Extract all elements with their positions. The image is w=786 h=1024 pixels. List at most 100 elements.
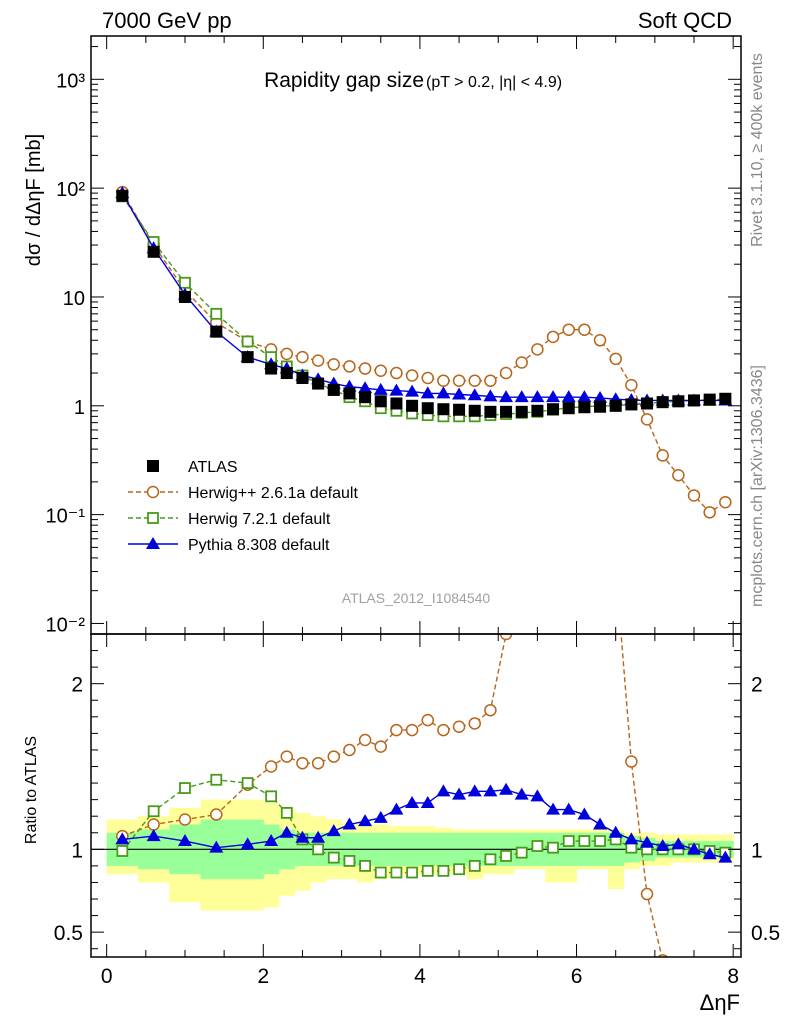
ratio-ytick-label: 0.5	[54, 922, 83, 945]
main-point	[327, 383, 340, 396]
ratio-point	[280, 806, 293, 819]
ratio-point	[311, 756, 325, 770]
ratio-point	[280, 750, 294, 763]
legend-marker	[146, 537, 160, 549]
ratio-point	[640, 887, 654, 901]
main-point	[374, 395, 387, 408]
ratio-point	[343, 855, 356, 867]
main-point	[515, 405, 528, 418]
ratio-point	[452, 720, 466, 734]
ratio-point	[327, 750, 341, 763]
ratio-point	[516, 546, 527, 557]
ratio-point	[530, 789, 545, 802]
main-point	[672, 395, 685, 408]
main-point	[688, 394, 701, 407]
ratio-point	[264, 834, 279, 847]
ratio-point	[608, 825, 623, 838]
ratio-point	[115, 832, 130, 845]
main-point	[483, 389, 498, 402]
ratio-point	[312, 843, 325, 856]
main-line	[121, 192, 726, 402]
main-ytick-label: 10⁻¹	[46, 506, 86, 528]
ratio-ytick-label: 1	[71, 839, 83, 862]
ratio-point	[437, 723, 450, 737]
ratio-point	[548, 314, 559, 325]
main-point	[515, 356, 528, 369]
ratio-point	[547, 841, 559, 854]
main-point	[703, 393, 716, 406]
ratio-point	[640, 835, 655, 848]
ratio-point	[147, 818, 160, 831]
main-ytick-label: 10³	[56, 70, 85, 92]
main-series-atlas	[116, 189, 732, 418]
ratio-point	[484, 853, 497, 866]
rivet-label: Rivet 3.1.10, ≥ 400k events	[749, 53, 766, 247]
axis-ticks: 10⁻² 10⁻¹ 1 10 10² 10³ 0 2 4 6 8 0.5 0.5 1 1 2 2	[46, 36, 780, 988]
ratio-point	[210, 773, 223, 786]
main-point	[436, 386, 451, 399]
ratio-point	[484, 703, 497, 717]
ratio-xtick-label: 6	[571, 965, 583, 988]
main-point	[373, 382, 388, 395]
main-point	[179, 276, 191, 289]
main-point	[484, 374, 497, 387]
ratio-point	[499, 782, 514, 795]
ratio-point	[499, 634, 513, 641]
ratio-point	[342, 817, 357, 830]
ratio-ylabel: Ratio to ATLAS	[23, 736, 40, 844]
ratio-point	[209, 840, 224, 853]
ratio-point	[146, 829, 161, 842]
ratio-xtick-label: 2	[257, 965, 269, 988]
main-point	[421, 402, 434, 415]
main-point	[280, 347, 294, 361]
ratio-point	[343, 743, 356, 757]
ratio-point	[673, 973, 684, 984]
ratio-ytick-label-right: 1	[751, 839, 763, 862]
legend-label: ATLAS	[188, 459, 238, 476]
main-ytick-label: 10⁻²	[46, 614, 86, 636]
main-point	[703, 506, 716, 519]
ratio-ytick-label-right: 2	[751, 674, 763, 697]
ratio-point	[178, 813, 192, 826]
main-point	[147, 245, 160, 258]
ratio-point	[593, 817, 608, 830]
ratio-point	[655, 839, 670, 852]
main-point	[500, 405, 513, 418]
ratio-frame	[90, 633, 742, 958]
ratio-point	[624, 832, 639, 845]
ratio-point	[279, 825, 294, 838]
main-point	[437, 403, 450, 416]
ratio-point	[373, 810, 388, 823]
main-point	[531, 404, 544, 417]
ratio-point	[359, 859, 371, 872]
main-ytick-label: 1	[74, 397, 85, 419]
ratio-point	[390, 723, 403, 737]
main-point	[593, 390, 608, 403]
main-point	[296, 350, 309, 364]
plot-frames	[90, 35, 742, 958]
ratio-point	[265, 790, 278, 803]
ratio-point	[467, 784, 482, 797]
ratio-point	[610, 562, 621, 573]
main-point	[389, 383, 404, 396]
main-point	[561, 390, 576, 403]
main-series-pythia	[115, 186, 733, 406]
ratio-point	[358, 733, 372, 747]
main-ytick-label: 10²	[56, 179, 85, 201]
ratio-uncertainty-bands	[106, 799, 734, 911]
ratio-point	[718, 850, 733, 863]
ratio-point	[452, 787, 467, 800]
ratio-point	[405, 795, 420, 808]
legend-label: Herwig++ 2.6.1a default	[188, 485, 358, 502]
ratio-point	[264, 760, 278, 773]
ratio-ytick-label: 2	[71, 674, 83, 697]
ratio-point	[579, 181, 590, 192]
ratio-point	[562, 835, 575, 847]
ratio-point	[177, 834, 192, 847]
main-ylabel: dσ / dΔηF [mb]	[23, 134, 45, 266]
main-point	[577, 390, 592, 403]
ratio-point	[514, 787, 529, 800]
legend-item: ATLAS	[147, 459, 238, 476]
ratio-series-pythia	[115, 782, 733, 863]
